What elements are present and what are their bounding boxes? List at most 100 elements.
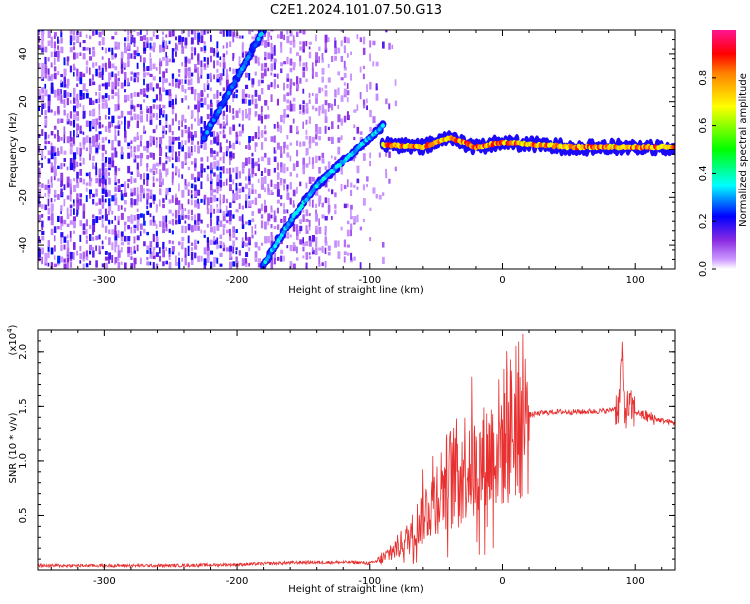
noise-cell [171,118,174,126]
noise-cell [178,41,182,45]
noise-cell [98,245,101,253]
noise-cell [38,250,41,258]
noise-cell [53,198,56,202]
noise-cell [324,100,328,106]
noise-cell [143,78,145,86]
noise-cell [190,110,194,118]
noise-cell [57,71,60,76]
noise-cell [168,228,171,233]
noise-cell [318,263,321,267]
noise-cell [114,104,118,112]
noise-cell [60,146,63,155]
noise-cell [146,105,149,110]
noise-cell [305,209,309,217]
noise-cell [50,203,54,212]
colorbar-label: Normalized spectral amplitude [738,73,749,227]
noise-cell [57,215,60,222]
noise-cell [248,179,251,185]
noise-cell [73,136,75,144]
noise-cell [57,106,60,114]
noise-cell [95,162,97,170]
noise-cell [321,87,324,92]
noise-cell [197,255,200,262]
noise-cell [101,177,105,185]
noise-cell [168,40,171,45]
noise-cell [101,63,105,67]
noise-cell [63,57,66,66]
noise-cell [85,229,88,235]
noise-cell [98,208,102,215]
noise-cell [302,105,305,113]
noise-cell [98,31,102,38]
noise-cell [260,88,264,95]
noise-cell [47,188,51,194]
noise-cell [41,150,44,158]
noise-cell [225,74,229,80]
noise-cell [136,62,139,69]
noise-cell [280,255,283,262]
noise-cell [369,237,372,242]
noise-cell [340,56,344,62]
noise-cell [382,256,385,264]
noise-cell [222,213,226,222]
noise-cell [369,81,372,90]
noise-cell [346,179,349,188]
noise-cell [241,237,244,242]
noise-cell [89,123,92,132]
noise-cell [235,247,238,251]
noise-cell [50,36,53,43]
noise-cell [85,255,89,261]
noise-cell [346,53,349,58]
noise-cell [280,202,283,207]
noise-cell [216,68,219,73]
noise-cell [213,161,217,169]
noise-cell [305,108,309,114]
noise-cell [76,147,79,155]
noise-cell [200,198,203,203]
noise-cell [308,252,311,256]
noise-cell [369,109,372,118]
noise-cell [232,30,235,32]
colorbar-tick-label: 0.2 [698,213,709,229]
noise-cell [133,178,137,183]
noise-cell [73,105,76,112]
noise-cell [184,60,188,68]
noise-cell [346,244,350,248]
noise-cell [296,76,299,84]
noise-cell [165,68,168,74]
noise-cell [50,62,53,68]
noise-cell [213,236,216,242]
noise-cell [197,202,200,209]
noise-cell [190,225,194,233]
noise-cell [92,81,96,86]
noise-cell [286,84,289,89]
noise-cell [267,67,270,72]
noise-cell [235,192,239,201]
noise-cell [264,51,267,57]
noise-cell [232,167,235,173]
noise-cell [57,194,60,200]
noise-cell [308,136,312,144]
noise-cell [235,182,238,191]
noise-cell [190,134,194,141]
noise-cell [229,167,231,175]
noise-cell [184,79,187,84]
noise-cell [340,77,344,81]
noise-cell [73,87,76,94]
noise-cell [149,140,152,147]
noise-cell [187,79,191,86]
noise-cell [245,200,248,209]
noise-cell [171,240,174,245]
noise-cell [149,37,153,41]
ridge-core [231,82,236,87]
noise-cell [187,245,190,251]
noise-cell [146,66,150,71]
noise-cell [47,73,50,82]
noise-cell [203,234,206,238]
noise-cell [206,203,209,210]
noise-cell [38,167,41,174]
noise-cell [197,189,201,196]
noise-cell [296,160,299,167]
noise-cell [241,89,245,93]
